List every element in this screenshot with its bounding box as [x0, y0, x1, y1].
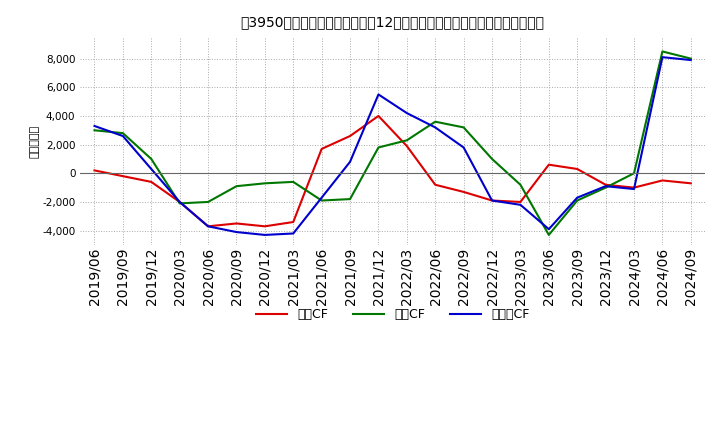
投資CF — [346, 196, 354, 202]
投資CF — [573, 198, 582, 203]
営業CF — [90, 168, 99, 173]
投資CF — [204, 199, 212, 205]
営業CF — [658, 178, 667, 183]
フリーCF — [346, 159, 354, 165]
営業CF — [544, 162, 553, 167]
投資CF — [544, 232, 553, 238]
Title: ［3950］　キャッシュフローの12か月移動合計の対前年同期増減額の推移: ［3950］ キャッシュフローの12か月移動合計の対前年同期増減額の推移 — [240, 15, 544, 29]
営業CF — [487, 198, 496, 203]
フリーCF — [232, 229, 240, 235]
フリーCF — [204, 224, 212, 229]
フリーCF — [289, 231, 297, 236]
営業CF — [686, 181, 695, 186]
営業CF — [289, 220, 297, 225]
フリーCF — [516, 202, 525, 207]
営業CF — [147, 179, 156, 184]
Y-axis label: （百万円）: （百万円） — [30, 125, 40, 158]
フリーCF — [630, 187, 639, 192]
投資CF — [318, 198, 326, 203]
投資CF — [431, 119, 439, 125]
フリーCF — [261, 232, 269, 238]
投資CF — [516, 182, 525, 187]
フリーCF — [402, 110, 411, 116]
投資CF — [686, 56, 695, 61]
投資CF — [232, 183, 240, 189]
フリーCF — [487, 198, 496, 203]
フリーCF — [176, 199, 184, 205]
営業CF — [261, 224, 269, 229]
Line: 営業CF: 営業CF — [94, 116, 690, 226]
Legend: 営業CF, 投資CF, フリーCF: 営業CF, 投資CF, フリーCF — [251, 303, 534, 326]
フリーCF — [658, 55, 667, 60]
フリーCF — [601, 183, 610, 189]
投資CF — [90, 128, 99, 133]
投資CF — [119, 131, 127, 136]
フリーCF — [119, 133, 127, 139]
フリーCF — [374, 92, 383, 97]
営業CF — [630, 185, 639, 190]
営業CF — [431, 182, 439, 187]
営業CF — [346, 133, 354, 139]
投資CF — [630, 171, 639, 176]
営業CF — [119, 173, 127, 179]
営業CF — [601, 182, 610, 187]
投資CF — [459, 125, 468, 130]
営業CF — [232, 221, 240, 226]
フリーCF — [459, 145, 468, 150]
Line: フリーCF: フリーCF — [94, 57, 690, 235]
投資CF — [487, 156, 496, 161]
営業CF — [318, 146, 326, 151]
フリーCF — [431, 125, 439, 130]
投資CF — [176, 201, 184, 206]
営業CF — [176, 199, 184, 205]
営業CF — [204, 224, 212, 229]
投資CF — [601, 185, 610, 190]
投資CF — [289, 179, 297, 184]
フリーCF — [544, 227, 553, 232]
フリーCF — [573, 195, 582, 200]
営業CF — [459, 189, 468, 194]
フリーCF — [318, 195, 326, 200]
営業CF — [402, 143, 411, 149]
営業CF — [573, 166, 582, 172]
投資CF — [147, 156, 156, 161]
Line: 投資CF: 投資CF — [94, 51, 690, 235]
投資CF — [374, 145, 383, 150]
営業CF — [516, 199, 525, 205]
投資CF — [658, 49, 667, 54]
フリーCF — [686, 57, 695, 62]
営業CF — [374, 114, 383, 119]
投資CF — [402, 138, 411, 143]
フリーCF — [90, 123, 99, 128]
フリーCF — [147, 166, 156, 172]
投資CF — [261, 181, 269, 186]
